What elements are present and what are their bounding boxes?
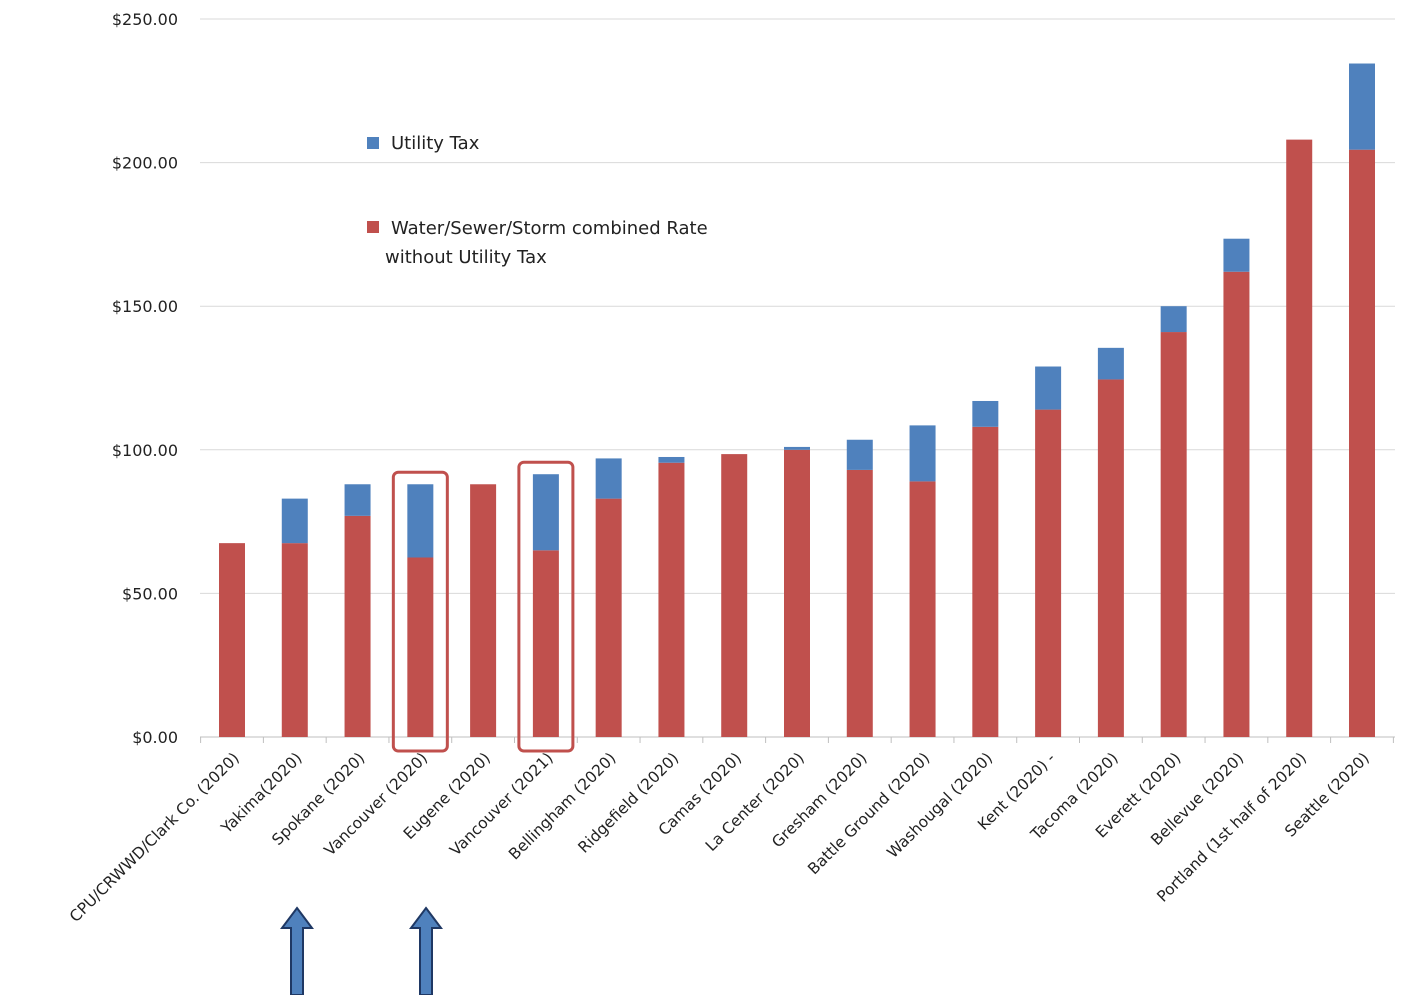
legend-swatch-utility-tax — [367, 137, 379, 149]
legend-label-utility-tax: Utility Tax — [391, 133, 480, 154]
x-tick-label: Vancouver (2021) — [446, 749, 556, 859]
y-tick-label: $50.00 — [122, 584, 178, 603]
bar-utility-tax — [846, 439, 873, 470]
bar-utility-tax — [1035, 366, 1062, 410]
arrows — [280, 906, 443, 995]
bar-utility-tax — [658, 456, 685, 463]
bar-combined-rate — [281, 543, 308, 737]
y-axis-ticks: $0.00 $50.00 $100.00 $150.00 $200.00 $250.00 — [112, 10, 178, 747]
up-arrow-icon — [409, 906, 443, 995]
x-tick-label: Bellingham (2020) — [505, 749, 619, 863]
y-tick-label: $250.00 — [112, 10, 178, 29]
bar-combined-rate — [784, 449, 810, 737]
bar-combined-rate — [972, 426, 999, 737]
x-tick-label: Vancouver (2020) — [321, 749, 431, 859]
highlight-boxes — [391, 460, 575, 753]
y-tick-label: $150.00 — [112, 297, 178, 316]
highlight-box — [391, 470, 449, 753]
legend-label-combined-rate-line1: Water/Sewer/Storm combined Rate — [391, 218, 708, 239]
bar-utility-tax — [1160, 306, 1187, 333]
bar-utility-tax — [1097, 347, 1124, 380]
bar-utility-tax — [972, 400, 999, 427]
bars — [219, 63, 1375, 737]
up-arrow-icon — [280, 906, 314, 995]
highlight-box — [517, 460, 575, 753]
y-tick-label: $100.00 — [112, 441, 178, 460]
y-tick-label: $200.00 — [112, 154, 178, 173]
bar-utility-tax — [344, 484, 371, 516]
bar-utility-tax — [532, 474, 559, 551]
bar-combined-rate — [909, 481, 936, 737]
bar-utility-tax — [909, 425, 936, 482]
x-tick-label: Battle Ground (2020) — [804, 749, 933, 878]
bar-combined-rate — [470, 484, 497, 737]
bar-utility-tax — [1223, 238, 1250, 272]
bar-combined-rate — [658, 462, 685, 737]
legend-swatch-combined-rate — [367, 221, 379, 233]
bar-combined-rate — [1349, 149, 1375, 737]
legend-label-combined-rate-line2: without Utility Tax — [385, 247, 547, 268]
bar-combined-rate — [1286, 139, 1313, 737]
bar-combined-rate — [407, 557, 434, 737]
y-tick-label: $0.00 — [132, 728, 178, 747]
bar-utility-tax — [281, 498, 308, 544]
bar-combined-rate — [1097, 379, 1124, 737]
bar-combined-rate — [595, 498, 622, 737]
bar-combined-rate — [721, 454, 748, 737]
bar-combined-rate — [219, 543, 245, 737]
bar-combined-rate — [846, 469, 873, 737]
bar-combined-rate — [1160, 332, 1187, 737]
bar-combined-rate — [1035, 409, 1062, 737]
bar-combined-rate — [532, 550, 559, 737]
x-axis-labels: CPU/CRWWD/Clark Co. (2020)Yakima(2020)Sp… — [66, 749, 1373, 926]
bar-utility-tax — [1349, 63, 1375, 150]
bar-utility-tax — [407, 484, 434, 558]
legend: Utility Tax Water/Sewer/Storm combined R… — [367, 133, 708, 268]
bar-combined-rate — [1223, 271, 1250, 737]
bar-combined-rate — [344, 515, 371, 737]
bar-utility-tax — [784, 446, 810, 450]
bar-utility-tax — [595, 458, 622, 499]
x-tick-label: Washougal (2020) — [884, 749, 997, 862]
x-tick-label: CPU/CRWWD/Clark Co. (2020) — [66, 749, 243, 926]
